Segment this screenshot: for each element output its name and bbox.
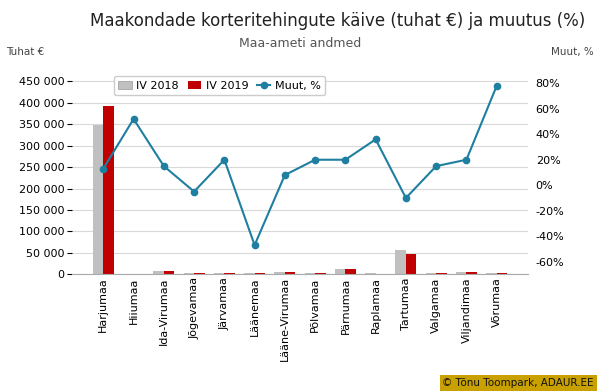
- Bar: [486, 273, 497, 274]
- Text: Maakondade korteritehingute käive (tuhat €) ja muutus (%): Maakondade korteritehingute käive (tuhat…: [90, 12, 585, 30]
- Bar: [335, 269, 346, 274]
- Bar: [254, 273, 265, 274]
- Bar: [194, 273, 205, 274]
- Text: Tuhat €: Tuhat €: [6, 47, 44, 57]
- Bar: [164, 270, 175, 274]
- Bar: [395, 250, 406, 274]
- Bar: [456, 272, 466, 274]
- Text: © Tõnu Toompark, ADAUR.EE: © Tõnu Toompark, ADAUR.EE: [443, 378, 594, 388]
- Bar: [406, 254, 416, 274]
- Bar: [274, 272, 285, 274]
- Bar: [497, 273, 507, 274]
- Legend: IV 2018, IV 2019, Muut, %: IV 2018, IV 2019, Muut, %: [114, 76, 325, 95]
- Text: Muut, %: Muut, %: [551, 47, 594, 57]
- Bar: [466, 272, 477, 274]
- Bar: [285, 272, 295, 274]
- Bar: [425, 273, 436, 274]
- Bar: [93, 125, 103, 274]
- Bar: [436, 273, 447, 274]
- Bar: [103, 106, 114, 274]
- Bar: [214, 273, 224, 274]
- Text: Maa-ameti andmed: Maa-ameti andmed: [239, 37, 361, 50]
- Bar: [365, 273, 376, 274]
- Bar: [184, 273, 194, 274]
- Bar: [346, 269, 356, 274]
- Bar: [153, 271, 164, 274]
- Bar: [315, 273, 326, 274]
- Bar: [244, 273, 254, 274]
- Bar: [224, 273, 235, 274]
- Bar: [305, 273, 315, 274]
